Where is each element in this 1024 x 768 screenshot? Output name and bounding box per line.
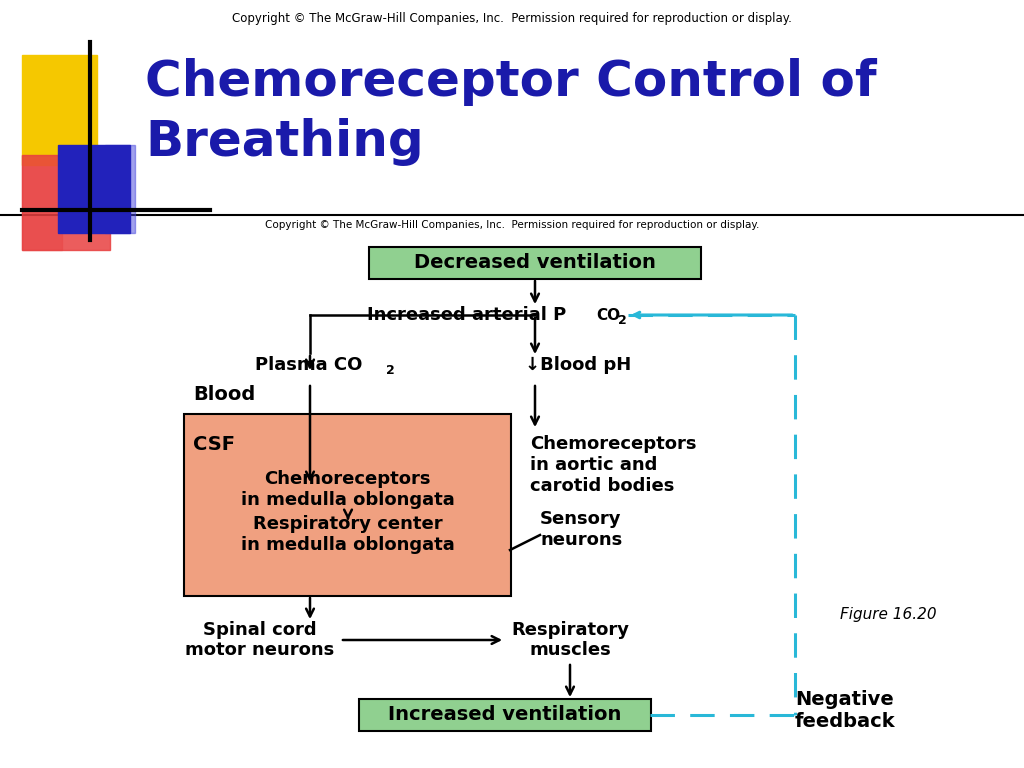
- Text: Chemoreceptors
in medulla oblongata: Chemoreceptors in medulla oblongata: [241, 470, 455, 509]
- Text: 2: 2: [618, 315, 627, 327]
- FancyBboxPatch shape: [184, 414, 511, 596]
- Text: Increased arterial P: Increased arterial P: [367, 306, 566, 324]
- Text: Breathing: Breathing: [145, 118, 424, 166]
- Text: Copyright © The McGraw-Hill Companies, Inc.  Permission required for reproductio: Copyright © The McGraw-Hill Companies, I…: [265, 220, 759, 230]
- Text: Respiratory center
in medulla oblongata: Respiratory center in medulla oblongata: [241, 515, 455, 554]
- Text: Figure 16.20: Figure 16.20: [840, 607, 937, 623]
- Bar: [22, 155, 62, 250]
- Text: Negative
feedback: Negative feedback: [795, 690, 896, 731]
- Text: Spinal cord
motor neurons: Spinal cord motor neurons: [185, 621, 335, 660]
- Text: Respiratory
muscles: Respiratory muscles: [511, 621, 629, 660]
- Text: Increased ventilation: Increased ventilation: [388, 706, 622, 724]
- Bar: [105, 145, 135, 233]
- Text: Blood: Blood: [193, 386, 255, 405]
- Text: Copyright © The McGraw-Hill Companies, Inc.  Permission required for reproductio: Copyright © The McGraw-Hill Companies, I…: [232, 12, 792, 25]
- Text: CSF: CSF: [193, 435, 234, 454]
- Text: Chemoreceptor Control of: Chemoreceptor Control of: [145, 58, 877, 106]
- Text: Decreased ventilation: Decreased ventilation: [414, 253, 656, 273]
- FancyBboxPatch shape: [359, 699, 651, 731]
- Text: Sensory
neurons: Sensory neurons: [540, 510, 623, 549]
- Text: 2: 2: [386, 365, 394, 378]
- Text: CO: CO: [596, 307, 621, 323]
- Text: ↓Blood pH: ↓Blood pH: [525, 356, 631, 374]
- Bar: [58, 145, 130, 233]
- FancyBboxPatch shape: [369, 247, 701, 279]
- Text: Plasma CO: Plasma CO: [255, 356, 362, 374]
- Bar: [22, 155, 110, 250]
- Text: Chemoreceptors
in aortic and
carotid bodies: Chemoreceptors in aortic and carotid bod…: [530, 435, 696, 495]
- Bar: [22, 55, 97, 165]
